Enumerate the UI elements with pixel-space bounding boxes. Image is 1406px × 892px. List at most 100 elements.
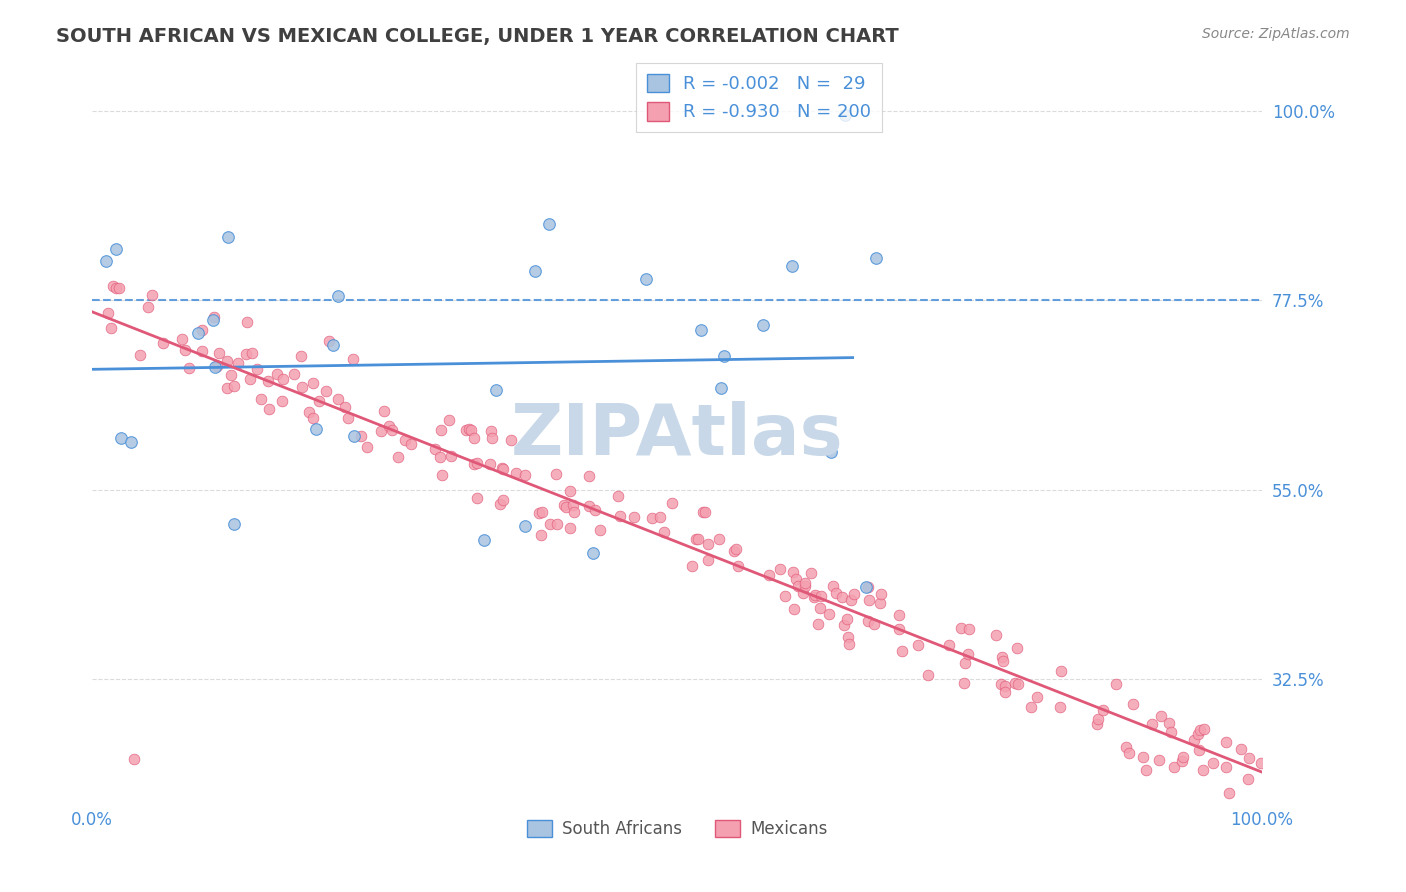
Point bbox=[560, 521, 582, 535]
Point bbox=[856, 614, 879, 628]
Point bbox=[187, 326, 209, 341]
Point bbox=[710, 381, 733, 395]
Point bbox=[1025, 690, 1047, 705]
Point bbox=[531, 505, 554, 519]
Point bbox=[141, 287, 163, 301]
Point bbox=[993, 680, 1015, 694]
Point bbox=[950, 621, 973, 635]
Point bbox=[1215, 760, 1237, 774]
Point bbox=[342, 351, 364, 366]
Point bbox=[336, 410, 359, 425]
Point bbox=[513, 519, 536, 533]
Point bbox=[222, 516, 245, 531]
Point bbox=[782, 565, 804, 579]
Point bbox=[290, 349, 312, 363]
Point bbox=[865, 251, 887, 265]
Point bbox=[560, 483, 582, 498]
Point bbox=[458, 422, 481, 436]
Point bbox=[228, 355, 250, 369]
Point bbox=[394, 433, 416, 447]
Point bbox=[305, 422, 328, 436]
Point bbox=[538, 217, 561, 231]
Point bbox=[381, 423, 404, 437]
Point bbox=[661, 496, 683, 510]
Point bbox=[792, 585, 814, 599]
Point bbox=[491, 462, 513, 476]
Point bbox=[858, 593, 880, 607]
Text: SOUTH AFRICAN VS MEXICAN COLLEGE, UNDER 1 YEAR CORRELATION CHART: SOUTH AFRICAN VS MEXICAN COLLEGE, UNDER … bbox=[56, 27, 898, 45]
Point bbox=[373, 404, 395, 418]
Point bbox=[685, 532, 707, 546]
Point bbox=[266, 367, 288, 381]
Point bbox=[907, 638, 929, 652]
Point bbox=[794, 575, 817, 590]
Point bbox=[554, 500, 576, 515]
Point bbox=[104, 243, 127, 257]
Point bbox=[472, 533, 495, 548]
Point bbox=[430, 423, 453, 437]
Point bbox=[110, 431, 132, 445]
Point bbox=[917, 668, 939, 682]
Point bbox=[177, 361, 200, 376]
Point bbox=[217, 229, 239, 244]
Point bbox=[578, 468, 600, 483]
Point bbox=[727, 559, 749, 574]
Point bbox=[538, 516, 561, 531]
Point bbox=[831, 590, 853, 604]
Point bbox=[724, 541, 747, 556]
Point bbox=[204, 359, 226, 374]
Point bbox=[807, 617, 830, 632]
Point bbox=[1189, 723, 1212, 738]
Point bbox=[1160, 725, 1182, 739]
Point bbox=[544, 467, 567, 481]
Point bbox=[430, 467, 453, 482]
Point bbox=[1142, 717, 1164, 731]
Point bbox=[562, 498, 585, 512]
Point bbox=[322, 338, 344, 352]
Point bbox=[553, 498, 575, 512]
Point bbox=[492, 492, 515, 507]
Point bbox=[832, 618, 855, 632]
Point bbox=[215, 353, 238, 368]
Point bbox=[318, 334, 340, 348]
Point bbox=[530, 527, 553, 541]
Point bbox=[1163, 760, 1185, 774]
Point bbox=[429, 450, 451, 465]
Point bbox=[887, 608, 910, 623]
Point bbox=[938, 638, 960, 652]
Point bbox=[481, 431, 503, 445]
Point bbox=[723, 544, 745, 558]
Point bbox=[623, 510, 645, 524]
Point bbox=[1237, 751, 1260, 765]
Point bbox=[136, 300, 159, 314]
Point bbox=[869, 596, 891, 610]
Point bbox=[240, 346, 263, 360]
Point bbox=[803, 591, 825, 605]
Point bbox=[298, 405, 321, 419]
Point bbox=[1192, 764, 1215, 778]
Point bbox=[423, 442, 446, 457]
Point bbox=[440, 449, 463, 463]
Point bbox=[191, 323, 214, 337]
Point bbox=[803, 588, 825, 602]
Point bbox=[172, 332, 194, 346]
Point bbox=[957, 622, 980, 636]
Point bbox=[1050, 665, 1073, 679]
Point bbox=[343, 429, 366, 443]
Point bbox=[1188, 743, 1211, 757]
Point bbox=[399, 437, 422, 451]
Point bbox=[479, 457, 502, 471]
Point bbox=[283, 367, 305, 381]
Point bbox=[953, 656, 976, 670]
Point bbox=[217, 381, 239, 395]
Point bbox=[838, 637, 860, 651]
Point bbox=[1007, 677, 1029, 691]
Point bbox=[820, 445, 842, 459]
Point bbox=[751, 318, 773, 332]
Point bbox=[787, 579, 810, 593]
Point bbox=[271, 393, 294, 408]
Point bbox=[120, 435, 142, 450]
Point bbox=[1049, 699, 1071, 714]
Point bbox=[204, 310, 226, 325]
Point bbox=[97, 306, 120, 320]
